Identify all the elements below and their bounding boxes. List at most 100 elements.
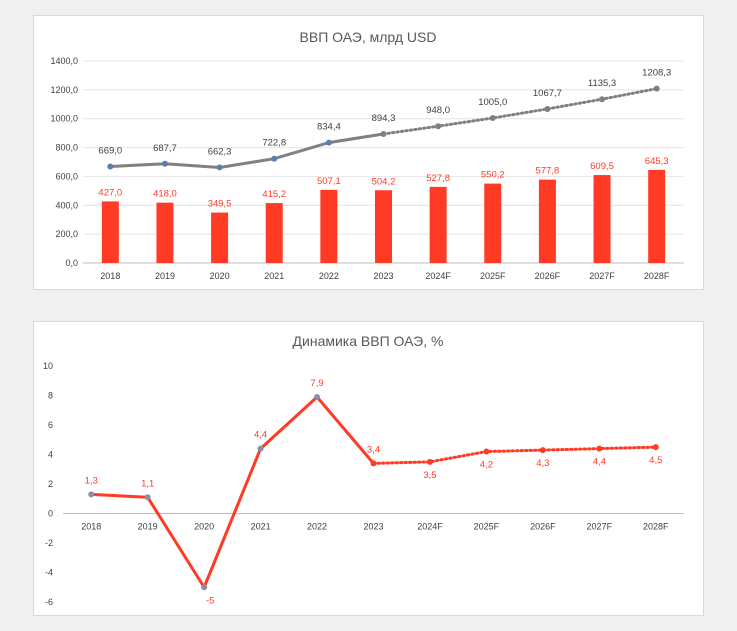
x-tick-label: 2021 (264, 271, 284, 281)
gdp-chart: ВВП ОАЭ, млрд USD 0,0 200,0 400,0 600,0 800,… (50, 29, 684, 281)
line-point (257, 445, 264, 452)
y-tick-label: 400,0 (55, 200, 78, 210)
line-data-label: 662,3 (208, 146, 232, 157)
line-point (325, 139, 332, 146)
line-point (596, 445, 603, 452)
line-point (107, 163, 114, 170)
line-point (161, 160, 168, 167)
line-point (544, 105, 551, 112)
bar-data-label: 504,2 (372, 176, 396, 187)
line-data-label: 4,4 (593, 457, 606, 468)
series-line-solid (91, 395, 375, 589)
bar (156, 202, 174, 263)
x-tick-label: 2028F (643, 522, 669, 532)
y-tick-label: -2 (45, 538, 53, 548)
bar (101, 201, 119, 263)
bar (593, 175, 611, 263)
x-tick-label: 2021 (251, 522, 271, 532)
line-data-label: 1208,3 (642, 68, 671, 79)
x-tick-label: 2020 (194, 522, 214, 532)
bar-data-label: 418,0 (153, 189, 177, 200)
x-tick-label: 2018 (81, 522, 101, 532)
line-point (539, 447, 546, 454)
line-point (144, 494, 151, 501)
bar (265, 203, 283, 263)
line-data-label: 948,0 (426, 105, 450, 116)
x-tick-label: 2023 (363, 522, 383, 532)
line-point (489, 114, 496, 121)
bar-data-label: 415,2 (262, 189, 286, 200)
line-point (370, 460, 377, 467)
y-tick-label: 0,0 (65, 258, 78, 268)
y-tick-label: 200,0 (55, 229, 78, 239)
bar (320, 189, 338, 263)
gdp-growth-chart-panel: Динамика ВВП ОАЭ, % -6 -4 -2 0 2 4 6 8 10 2018 201… (33, 321, 704, 616)
series-line-forecast (372, 445, 658, 465)
x-tick-label: 2022 (319, 271, 339, 281)
bar-data-label: 507,1 (317, 176, 341, 187)
line-data-label: 722,8 (262, 138, 286, 149)
bar-data-label: 577,8 (536, 166, 560, 177)
y-tick-label: 6 (48, 420, 53, 430)
x-tick-label: 2022 (307, 522, 327, 532)
line-point (201, 584, 208, 591)
bar (211, 212, 229, 263)
y-tick-label: 10 (43, 361, 53, 371)
bar (375, 190, 392, 263)
x-tick-label: 2018 (100, 271, 120, 281)
y-tick-label: 4 (48, 450, 53, 460)
x-tick-label: 2025F (474, 522, 500, 532)
x-tick-label: 2028F (644, 271, 670, 281)
line-data-label: 7,9 (310, 378, 323, 389)
line-data-label: 1135,3 (588, 78, 616, 89)
series-line-forecast (382, 87, 659, 136)
line-point (88, 491, 95, 498)
y-tick-label: -6 (45, 597, 53, 607)
line-point (314, 393, 321, 400)
y-tick-label: 1200,0 (50, 85, 78, 95)
gdp-chart-title: ВВП ОАЭ, млрд USD (300, 29, 437, 45)
line-data-label: 4,3 (536, 458, 549, 469)
line-data-label: 669,0 (98, 145, 122, 156)
y-tick-label: 0 (48, 509, 53, 519)
x-tick-label: 2024F (417, 522, 443, 532)
y-tick-label: 800,0 (55, 143, 78, 153)
line-data-label: 4,5 (649, 455, 662, 466)
x-tick-label: 2026F (535, 271, 561, 281)
bar-data-label: 645,3 (645, 156, 669, 167)
line-point (380, 130, 387, 137)
line-point (216, 164, 223, 171)
line-data-label: 1005,0 (478, 97, 507, 108)
gdp-growth-chart-title: Динамика ВВП ОАЭ, % (293, 333, 444, 349)
y-tick-label: 2 (48, 479, 53, 489)
x-tick-label: 2027F (589, 271, 615, 281)
y-tick-label: 8 (48, 391, 53, 401)
x-tick-label: 2019 (155, 271, 175, 281)
line-data-label: 834,4 (317, 122, 341, 133)
bar-data-label: 609,5 (590, 161, 614, 172)
series-line-solid (110, 132, 384, 169)
line-point (652, 444, 659, 451)
line-point (653, 85, 660, 92)
gdp-growth-chart: Динамика ВВП ОАЭ, % -6 -4 -2 0 2 4 6 8 10 2018 201… (43, 333, 684, 607)
line-data-label: 1067,7 (533, 88, 562, 99)
x-tick-label: 2023 (373, 271, 393, 281)
x-tick-label: 2024F (425, 271, 451, 281)
bar (429, 186, 447, 263)
line-data-label: -5 (206, 595, 214, 606)
line-data-label: 3,5 (423, 470, 436, 481)
line-point (271, 155, 278, 162)
line-point (435, 123, 442, 130)
line-data-label: 894,3 (372, 113, 396, 124)
line-data-label: 4,2 (480, 460, 493, 471)
gdp-chart-panel: ВВП ОАЭ, млрд USD 0,0 200,0 400,0 600,0 800,… (33, 15, 704, 290)
bar (538, 179, 556, 263)
y-tick-label: -4 (45, 568, 53, 578)
bar-data-label: 527,8 (426, 173, 450, 184)
x-tick-label: 2026F (530, 522, 556, 532)
line-point (599, 96, 606, 103)
line-data-label: 1,1 (141, 478, 154, 489)
line-data-label: 4,4 (254, 430, 267, 441)
x-tick-label: 2019 (138, 522, 158, 532)
bar-data-label: 427,0 (98, 187, 122, 198)
